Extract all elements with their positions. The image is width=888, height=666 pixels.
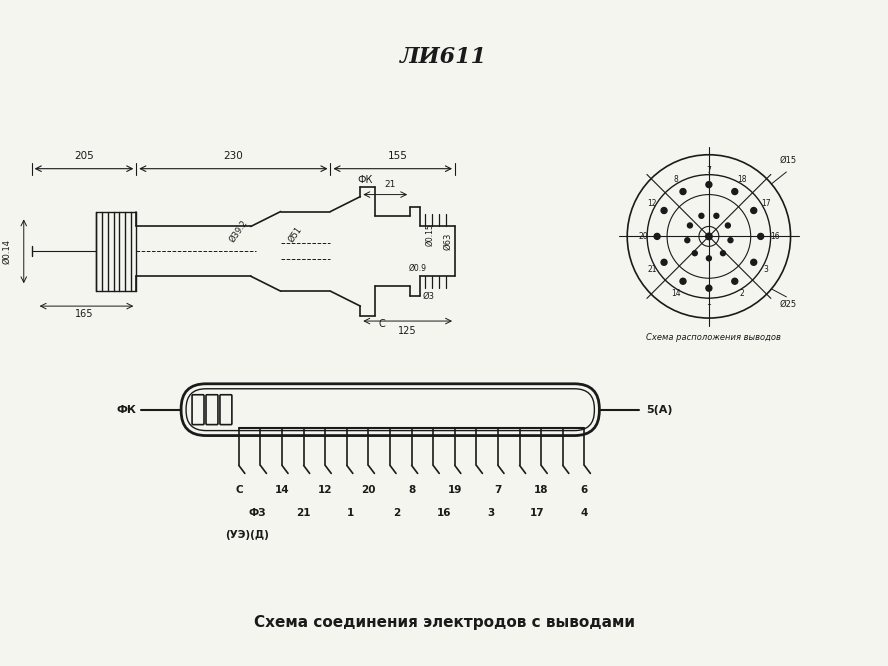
- Text: 18: 18: [737, 175, 747, 184]
- Text: Ø39.2: Ø39.2: [228, 218, 250, 244]
- Text: 6: 6: [581, 486, 588, 496]
- Text: 125: 125: [399, 326, 417, 336]
- Circle shape: [661, 208, 667, 214]
- Circle shape: [680, 278, 686, 284]
- Circle shape: [706, 285, 712, 291]
- Text: 17: 17: [530, 508, 545, 518]
- Text: 8: 8: [408, 486, 416, 496]
- Text: 230: 230: [224, 151, 243, 161]
- Circle shape: [705, 232, 713, 240]
- Text: 1: 1: [707, 298, 711, 306]
- Circle shape: [699, 213, 704, 218]
- Text: 18: 18: [534, 486, 549, 496]
- Text: Ø3: Ø3: [422, 292, 434, 300]
- Text: Ø15: Ø15: [780, 157, 797, 165]
- Text: (УЭ)(Д): (УЭ)(Д): [225, 530, 269, 540]
- Circle shape: [654, 233, 660, 239]
- Text: 21: 21: [385, 180, 396, 189]
- Text: 16: 16: [437, 508, 451, 518]
- Text: 16: 16: [770, 232, 780, 241]
- Text: 21: 21: [647, 265, 657, 274]
- Text: ФК: ФК: [116, 405, 136, 415]
- Circle shape: [720, 250, 725, 256]
- Text: 19: 19: [448, 486, 462, 496]
- Text: 7: 7: [707, 166, 711, 175]
- Text: ФЗ: ФЗ: [248, 508, 266, 518]
- Text: 17: 17: [761, 199, 771, 208]
- Text: ЛИ611: ЛИ611: [400, 46, 488, 68]
- Text: 20: 20: [361, 486, 376, 496]
- Text: Ø0.15: Ø0.15: [425, 223, 434, 246]
- Text: 8: 8: [674, 175, 678, 184]
- Text: 14: 14: [671, 289, 681, 298]
- Text: 165: 165: [75, 309, 93, 319]
- Text: 1: 1: [347, 508, 354, 518]
- Circle shape: [750, 259, 757, 265]
- Circle shape: [732, 188, 738, 194]
- Circle shape: [685, 238, 690, 242]
- Text: Ø51: Ø51: [287, 225, 305, 244]
- Text: Ø63: Ø63: [443, 232, 453, 250]
- Text: Ø25: Ø25: [780, 300, 797, 308]
- Circle shape: [706, 182, 712, 188]
- Text: 155: 155: [388, 151, 408, 161]
- Circle shape: [706, 256, 711, 261]
- Text: C: C: [235, 486, 242, 496]
- Text: 5(А): 5(А): [646, 405, 672, 415]
- Circle shape: [725, 223, 730, 228]
- Text: Схема соединения электродов с выводами: Схема соединения электродов с выводами: [253, 615, 635, 630]
- Circle shape: [661, 259, 667, 265]
- Text: 7: 7: [495, 486, 502, 496]
- Text: 2: 2: [393, 508, 400, 518]
- Text: 14: 14: [274, 486, 289, 496]
- Text: 12: 12: [647, 199, 657, 208]
- Circle shape: [693, 250, 697, 256]
- Text: 3: 3: [764, 265, 768, 274]
- Text: 2: 2: [740, 289, 744, 298]
- Circle shape: [680, 188, 686, 194]
- Text: 21: 21: [297, 508, 311, 518]
- Circle shape: [728, 238, 733, 242]
- Circle shape: [757, 233, 764, 239]
- Text: 205: 205: [74, 151, 94, 161]
- Text: Схема расположения выводов: Схема расположения выводов: [646, 334, 781, 342]
- Text: ФК: ФК: [358, 174, 373, 184]
- Circle shape: [750, 208, 757, 214]
- Circle shape: [687, 223, 693, 228]
- Text: Ø0.14: Ø0.14: [3, 239, 12, 264]
- Circle shape: [732, 278, 738, 284]
- Text: 4: 4: [581, 508, 588, 518]
- Text: Ø0.9: Ø0.9: [409, 264, 427, 273]
- Text: 12: 12: [318, 486, 332, 496]
- Text: C: C: [379, 319, 385, 329]
- Text: 20: 20: [638, 232, 648, 241]
- Text: 3: 3: [488, 508, 495, 518]
- Circle shape: [714, 213, 719, 218]
